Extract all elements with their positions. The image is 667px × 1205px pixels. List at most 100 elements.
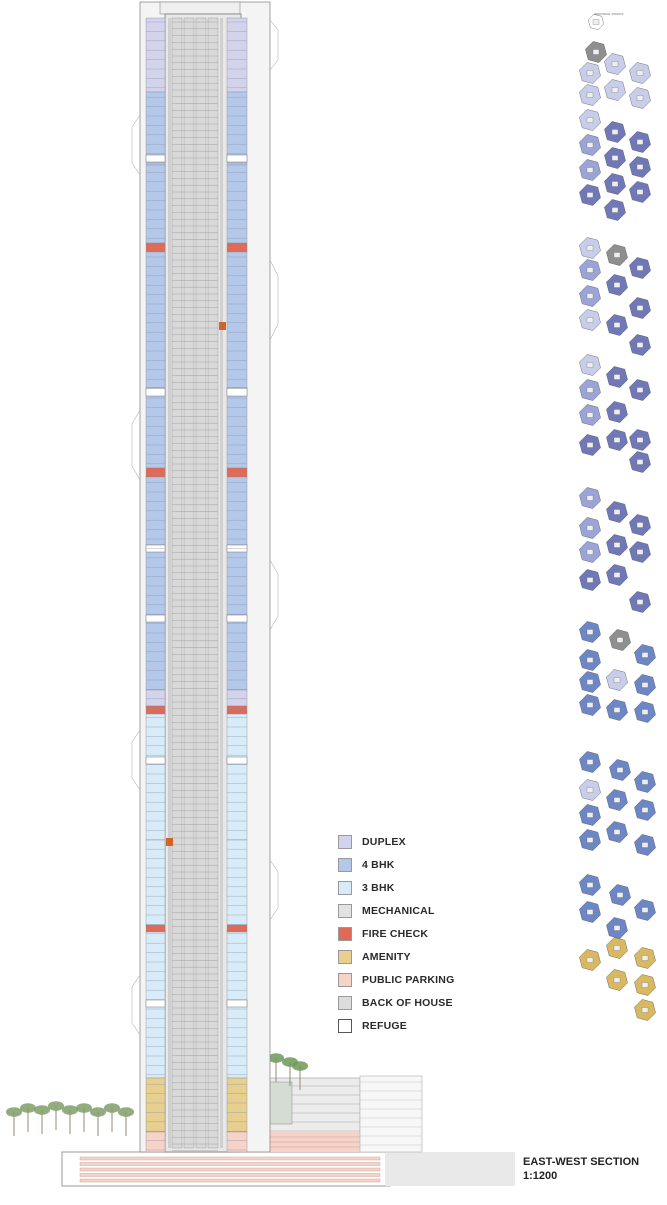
key-plan-2-9-core (636, 342, 644, 348)
basement-parking-level (79, 1156, 381, 1161)
palm-tree-3-canopy (48, 1101, 64, 1111)
key-plan-2-8-core (586, 317, 594, 323)
legend-item-fire-check: FIRE CHECK (338, 926, 428, 942)
core-fire-check-1 (219, 322, 226, 330)
key-plan-5-6-core (641, 682, 649, 688)
key-plan-5-3-core (641, 652, 649, 658)
key-plan-5-7-core (613, 707, 621, 713)
key-plan-2-0-core (586, 245, 594, 251)
key-plan-6-1-core (616, 767, 624, 773)
core-wall-east (220, 18, 223, 1148)
key-plan-5-5-core (586, 679, 594, 685)
key-plan-6-9-core (641, 842, 649, 848)
key-plan-1-7-core (611, 181, 619, 187)
key-plan-label: INDIVIDUAL STACKS (594, 12, 624, 16)
key-plan-4-1-core (613, 509, 621, 515)
palm-tree-0-canopy (6, 1107, 22, 1117)
key-plan-1-6-core (636, 164, 644, 170)
legend-item-4bhk: 4 BHK (338, 857, 395, 873)
key-plan-2-2-core (586, 267, 594, 273)
core-shaft-0 (171, 17, 183, 1149)
key-plan-4-6-core (636, 549, 644, 555)
key-plan-1-1-core (611, 129, 619, 135)
west-unit-zone-2 (145, 164, 166, 244)
legend-label-mechanical: MECHANICAL (362, 905, 435, 917)
legend-swatch-public-parking (338, 973, 352, 987)
key-plan-4-2-core (586, 525, 594, 531)
legend-item-amenity: AMENITY (338, 949, 411, 965)
west-unit-zone-6 (145, 467, 166, 478)
key-plan-2-4-core (613, 282, 621, 288)
key-plan-3-8-core (586, 442, 594, 448)
east-unit-zone-12 (226, 839, 248, 926)
west-refuge-5 (145, 999, 166, 1008)
east-unit-zone-16 (226, 1131, 248, 1153)
key-plan-3-0-core (586, 362, 594, 368)
east-unit-zone-1 (226, 91, 248, 166)
roof-tree-3-canopy (292, 1061, 308, 1071)
drawing-title: EAST-WEST SECTION 1:1200 (523, 1155, 639, 1183)
legend-label-fire-check: FIRE CHECK (362, 928, 429, 940)
key-plan-6-2-core (586, 787, 594, 793)
west-refuge-4 (145, 756, 166, 765)
key-plan-7-3-core (641, 907, 649, 913)
west-unit-zone-16 (145, 1131, 166, 1153)
key-plan-7-5-core (586, 957, 594, 963)
west-unit-zone-15 (145, 1077, 166, 1133)
east-unit-zone-15 (226, 1077, 248, 1133)
key-plan-7-6-core (613, 945, 621, 951)
palm-tree-4-canopy (62, 1105, 78, 1115)
east-unit-zone-2 (226, 164, 248, 244)
key-plan-2-6-core (636, 305, 644, 311)
east-unit-zone-4 (226, 251, 248, 389)
west-unit-zone-7 (145, 476, 166, 546)
tower-crown (159, 1, 241, 15)
basement-parking-level (79, 1167, 381, 1172)
drawing-title-scale: 1:1200 (523, 1170, 558, 1182)
key-plan-1-10-core (611, 207, 619, 213)
drawing-title-name: EAST-WEST SECTION (523, 1156, 640, 1168)
core-shaft-3 (207, 17, 219, 1149)
key-plan-5-9-core (641, 709, 649, 715)
west-unit-zone-1 (145, 91, 166, 166)
east-refuge-4 (226, 756, 248, 765)
key-plan-5-0-core (586, 629, 594, 635)
legend-swatch-amenity (338, 950, 352, 964)
palm-tree-2-canopy (34, 1105, 50, 1115)
east-refuge-5 (226, 999, 248, 1008)
legend-swatch-3bhk (338, 881, 352, 895)
key-plan-6-5-core (586, 812, 594, 818)
key-plan-6-0-core (586, 759, 594, 765)
west-refuge-0 (145, 154, 166, 163)
key-plan-5-1-core (616, 637, 624, 643)
basement-parking-level (79, 1173, 381, 1177)
basement-parking-level (79, 1178, 381, 1183)
legend-swatch-duplex (338, 835, 352, 849)
key-plan-3-5-core (586, 412, 594, 418)
key-plan-1-4-core (611, 155, 619, 161)
east-refuge-0 (226, 154, 248, 163)
key-plan-1-8-core (586, 192, 594, 198)
core-shaft-2 (195, 17, 207, 1149)
key-plan-6-6-core (641, 807, 649, 813)
key-plan-3-3-core (636, 387, 644, 393)
key-plan-4-0-core (586, 495, 594, 501)
west-unit-zone-13 (145, 924, 166, 933)
key-plan-1-2-core (586, 142, 594, 148)
key-plan-2-7-core (613, 322, 621, 328)
balcony-w-1 (131, 409, 141, 481)
legend-item-back-of-house: BACK OF HOUSE (338, 995, 453, 1011)
key-plan-3-7-core (613, 437, 621, 443)
west-refuge-3 (145, 614, 166, 623)
east-unit-zone-7 (226, 476, 248, 546)
balcony-e-0 (269, 19, 279, 71)
legend-label-back-of-house: BACK OF HOUSE (362, 997, 453, 1009)
key-plan-6-3-core (641, 779, 649, 785)
east-unit-zone-6 (226, 467, 248, 478)
palm-tree-6-canopy (90, 1107, 106, 1117)
key-plan-outline-core (592, 19, 600, 25)
core-wall-west (168, 18, 171, 1148)
legend-item-mechanical: MECHANICAL (338, 903, 435, 919)
key-plan-5-2-core (586, 657, 594, 663)
